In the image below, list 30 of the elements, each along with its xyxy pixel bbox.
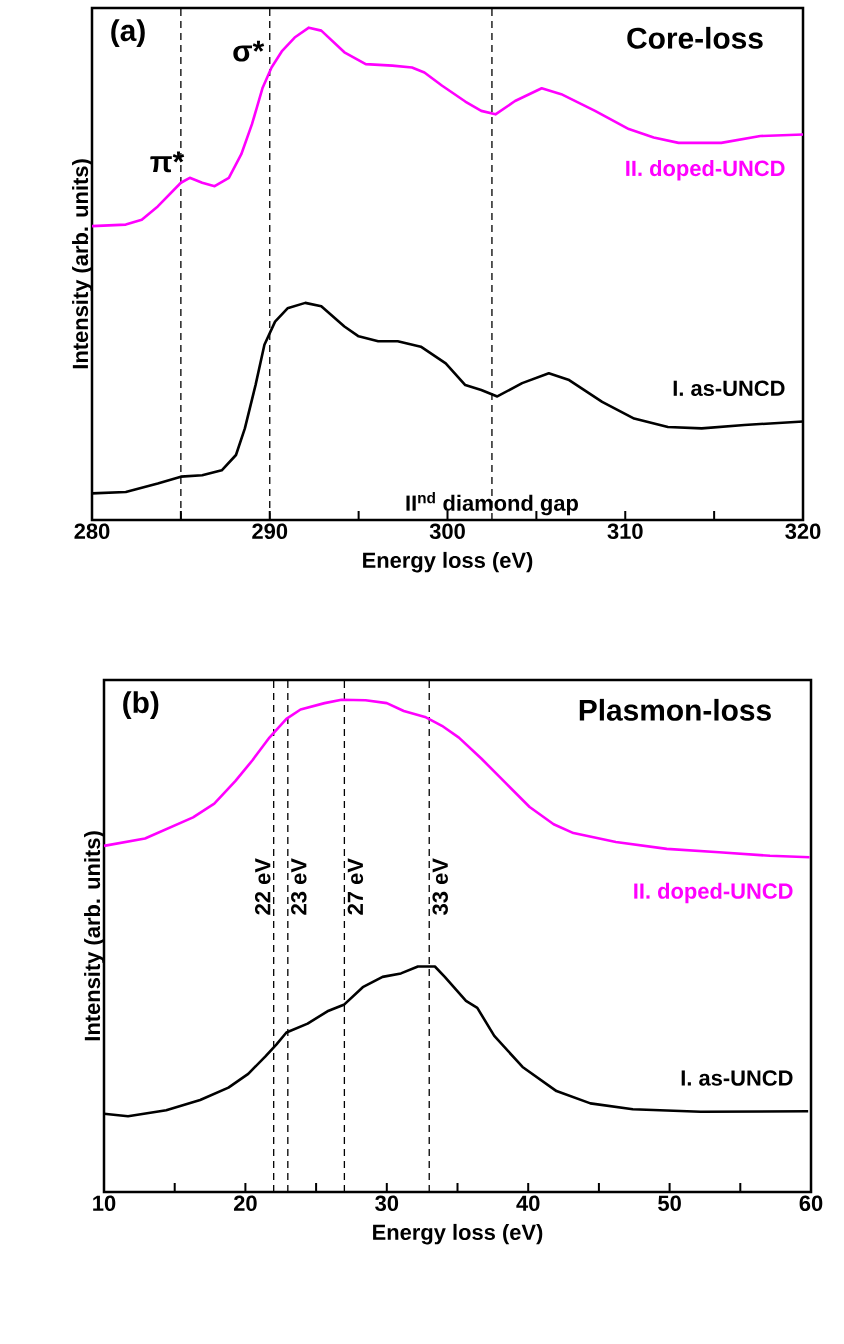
x-tick-label: 290 [252,523,288,540]
x-tick-label: 20 [233,1195,257,1212]
annotation: (a) [111,19,145,48]
ref-line-label: 23 eV [291,858,307,915]
y-axis-title: Intensity (arb. units) [72,159,93,369]
ref-line-label: 22 eV [254,858,271,915]
series-label: I. as-UNCD [681,1070,793,1086]
annotation: π* [150,151,185,173]
annotation: Plasmon-loss [579,698,771,721]
ref-line-label: II$^{nd}$ diamond gap [406,492,578,516]
ref-line-label: 33 eV [432,858,448,915]
x-tick-label: 10 [93,1195,116,1212]
x-axis-title: Energy loss (eV) [363,551,533,573]
y-axis-title: Intensity (arb. units) [84,831,105,1041]
x-tick-label: 300 [429,523,465,540]
x-tick-label: 320 [785,523,821,540]
x-tick-label: 280 [74,523,110,540]
x-tick-label: 310 [607,523,643,540]
x-tick-label: 50 [658,1195,681,1212]
series-label: II. doped-UNCD [626,160,785,181]
x-tick-label: 60 [799,1195,823,1212]
annotation: (b) [123,691,159,720]
series-label: II. doped-UNCD [634,882,793,904]
annotation: Core-loss [627,26,763,49]
x-tick-label: 40 [516,1195,540,1212]
x-axis-title: Energy loss (eV) [373,1223,543,1245]
annotation: σ* [233,40,265,62]
series-label: I. as-UNCD [673,380,785,397]
ref-line-label: 27 eV [347,858,364,915]
x-tick-label: 30 [375,1195,399,1212]
